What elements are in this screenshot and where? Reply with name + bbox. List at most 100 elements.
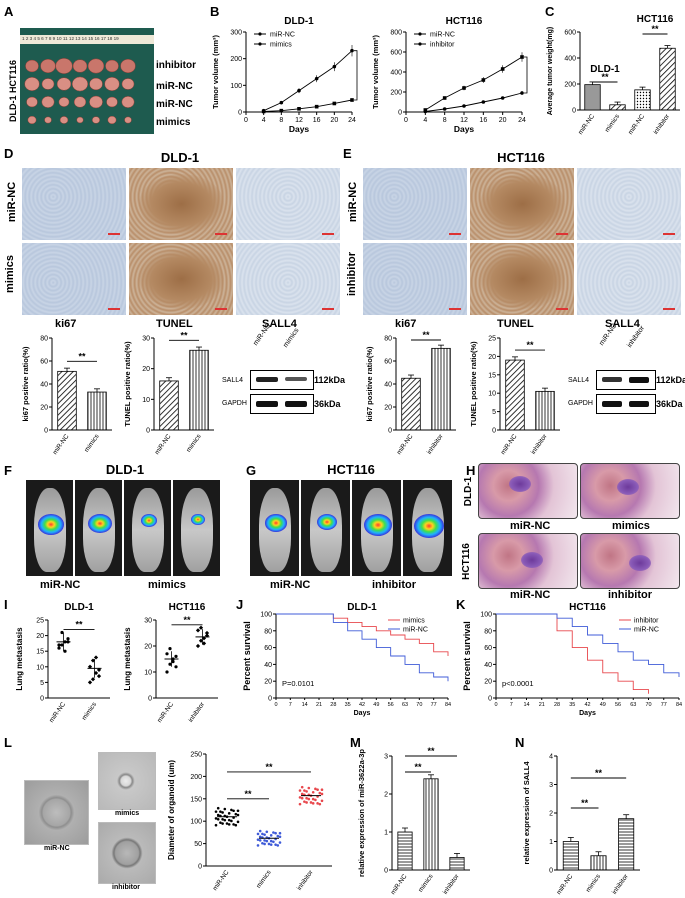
i2-point-0-3 (174, 654, 178, 658)
k-ytick-label: 80 (484, 628, 492, 635)
n-ytick-label: 1 (549, 839, 553, 846)
ihc-grid-d (22, 168, 342, 316)
l-point-1-29 (263, 842, 266, 846)
b2-sig-bracket (524, 56, 528, 94)
l-point-2-24 (307, 797, 311, 801)
ihc-d-tunel-stain (139, 174, 224, 234)
chart-e-tunel: 0 5 10 15 20 25 TUNEL positive ratio(%) miR-NC i… (469, 336, 560, 456)
k-ytick-label: 100 (480, 612, 492, 619)
c-ytick-label: 600 (564, 30, 576, 37)
l-point-0-13 (223, 807, 227, 811)
ihc-e-col-sall4: SALL4 (605, 318, 640, 330)
l-point-2-7 (305, 796, 308, 800)
db2-ytick-label: 0 (146, 428, 150, 435)
j-xtick-label: 84 (445, 702, 451, 708)
ihc-e-col-tunel: TUNEL (497, 318, 534, 330)
tumor-2-4 (89, 95, 103, 109)
b2-xtick-label: 12 (460, 117, 468, 124)
ihc-d-tile-0-0 (22, 168, 126, 240)
k-xtick-label: 77 (661, 702, 667, 708)
panel-label-f: F (4, 463, 12, 478)
b1-ytick-label: 100 (230, 83, 242, 90)
wb-e-box-sall4 (596, 370, 656, 390)
mice-f-luminescence (140, 514, 157, 527)
k-series-0 (496, 613, 649, 694)
panel-label-i: I (4, 597, 8, 612)
b1-legend-marker (258, 42, 262, 46)
b2-point (481, 100, 486, 104)
tumor-3-3 (76, 116, 84, 124)
tumor-3-1 (44, 116, 52, 124)
l-point-2-4 (316, 802, 319, 805)
b2-point (423, 108, 428, 112)
organoid-label-mimics: mimics (115, 810, 140, 817)
l-point-1-7 (263, 839, 266, 842)
l-point-2-21 (318, 802, 322, 806)
l-point-0-16 (236, 820, 240, 824)
b1-xlabel: Days (289, 124, 310, 134)
k-xtick-label: 70 (645, 702, 651, 708)
i1-ytick-label: 0 (40, 696, 44, 703)
j-xtick-label: 70 (416, 702, 422, 708)
i2-point-1-0 (195, 643, 201, 649)
k-xtick-label: 14 (523, 702, 529, 708)
ihc-e-scale-bar (556, 308, 568, 310)
l-point-2-8 (309, 801, 313, 804)
l-point-1-14 (269, 834, 273, 837)
b1-title: DLD-1 (284, 16, 314, 27)
db2-ylabel: TUNEL positive ratio(%) (123, 341, 132, 427)
mice-g-luminescence (316, 514, 337, 530)
k-ytick-label: 60 (484, 645, 492, 652)
b2-xtick-label: 24 (518, 117, 526, 124)
l-sig-1: ** (244, 789, 252, 799)
b1-xtick-label: 4 (262, 117, 266, 124)
b2-point (500, 67, 505, 71)
l-ytick-label: 0 (198, 864, 202, 871)
j-title: DLD-1 (347, 602, 377, 613)
b1-series-1 (263, 99, 353, 112)
mice-g-luminescence (363, 514, 392, 537)
n-ytick-label: 4 (549, 754, 553, 761)
ruler (20, 35, 154, 44)
b1-ytick-label: 300 (230, 30, 242, 37)
l-point-1-17 (258, 829, 262, 833)
tumor-row-label-mimics: mimics (156, 117, 191, 128)
organoid-image-inhibitor (98, 822, 156, 884)
mice-g-mouse-1 (301, 480, 350, 576)
ihc-e-scale-bar (663, 308, 675, 310)
l-point-2-25 (311, 802, 315, 805)
ihc-grid-e (363, 168, 683, 316)
l-point-2-16 (320, 799, 324, 803)
ihc-e-scale-bar (556, 233, 568, 235)
tumor-0-0 (25, 59, 39, 73)
db2-ytick-label: 30 (142, 336, 150, 343)
lung-label-4: inhibitor (608, 589, 652, 601)
eb1-bar-0 (401, 377, 421, 431)
l-point-0-22 (214, 810, 218, 813)
ihc-d-tile-0-2 (236, 168, 340, 240)
organoid-label-mirnc: miR-NC (44, 845, 70, 852)
k-ylabel: Percent survival (462, 621, 472, 691)
n-sig-2: ** (595, 768, 603, 778)
b1-sig: ** (362, 72, 366, 79)
l-point-0-11 (214, 817, 218, 820)
l-point-0-5 (236, 809, 240, 813)
c-ylabel: Average tumor weight(mg) (547, 27, 554, 115)
mice-f-mouse-body (180, 488, 213, 572)
i2-ytick-label: 10 (144, 670, 152, 677)
tumor-1-6 (121, 78, 135, 90)
wb-d-band-gapdh: GAPDH (222, 400, 247, 407)
k-xtick-label: 35 (569, 702, 575, 708)
l-point-0-29 (221, 822, 224, 825)
m-xtick-label-2: inhibitor (442, 872, 461, 895)
ihc-e-tile-1-2 (577, 243, 681, 315)
tumor-1-2 (56, 77, 72, 91)
mice-f-mouse-body (131, 488, 164, 572)
wb-e-box-gapdh (596, 394, 656, 414)
b2-ytick-label: 0 (398, 110, 402, 117)
l-point-1-18 (263, 833, 266, 836)
l-point-0-14 (227, 812, 231, 815)
ihc-d-scale-bar (322, 308, 334, 310)
panel-label-l: L (4, 735, 12, 750)
l-point-0-20 (230, 819, 233, 823)
